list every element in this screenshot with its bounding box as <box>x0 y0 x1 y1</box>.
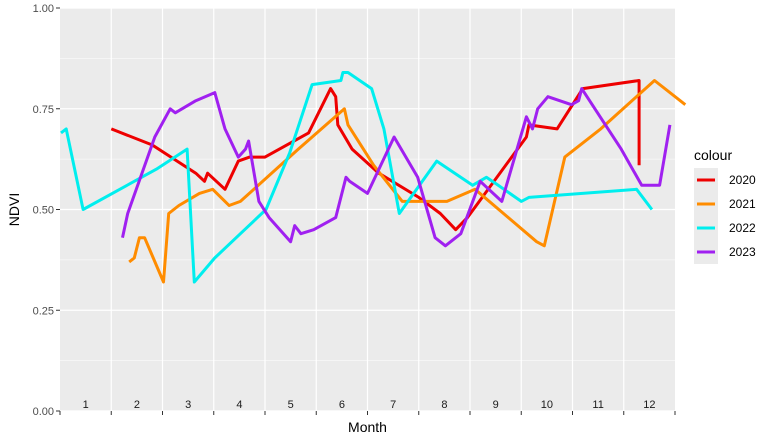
y-axis-title: NDVI <box>6 193 22 226</box>
legend-title: colour <box>694 147 732 163</box>
x-tick-label: 1 <box>83 399 89 411</box>
x-tick-label: 8 <box>441 399 447 411</box>
x-tick-label: 7 <box>390 399 396 411</box>
series-line-2021 <box>128 79 687 284</box>
x-axis-title: Month <box>348 419 387 435</box>
y-tick-label: 0.25 <box>33 305 54 317</box>
x-tick-label: 4 <box>236 399 242 411</box>
legend-label-2022: 2022 <box>729 221 756 235</box>
y-tick-label: 0.00 <box>33 406 54 418</box>
series-line-2022 <box>60 71 654 284</box>
x-tick-label: 9 <box>493 399 499 411</box>
legend-label-2021: 2021 <box>729 197 756 211</box>
x-tick-label: 12 <box>643 399 655 411</box>
legend-label-2020: 2020 <box>729 173 756 187</box>
x-axis-ticks: 1 2 3 4 5 6 7 8 9 10 11 12 <box>59 399 676 415</box>
legend-label-2023: 2023 <box>729 245 756 259</box>
legend: colour 2020 2021 2022 2023 <box>694 147 756 264</box>
x-tick-label: 5 <box>288 399 294 411</box>
x-tick-label: 10 <box>541 399 553 411</box>
x-tick-label: 11 <box>592 399 603 411</box>
series-line-2023 <box>121 87 672 248</box>
y-tick-label: 0.50 <box>33 205 54 217</box>
y-tick-label: 1.00 <box>33 3 54 15</box>
x-tick-label: 2 <box>134 399 140 411</box>
x-tick-label: 6 <box>339 399 345 411</box>
series-layer <box>60 71 687 284</box>
major-gridlines <box>60 7 675 412</box>
x-tick-label: 3 <box>185 399 191 411</box>
y-axis: 0.00 0.25 0.50 0.75 1.00 <box>33 3 60 418</box>
y-tick-label: 0.75 <box>33 104 54 116</box>
